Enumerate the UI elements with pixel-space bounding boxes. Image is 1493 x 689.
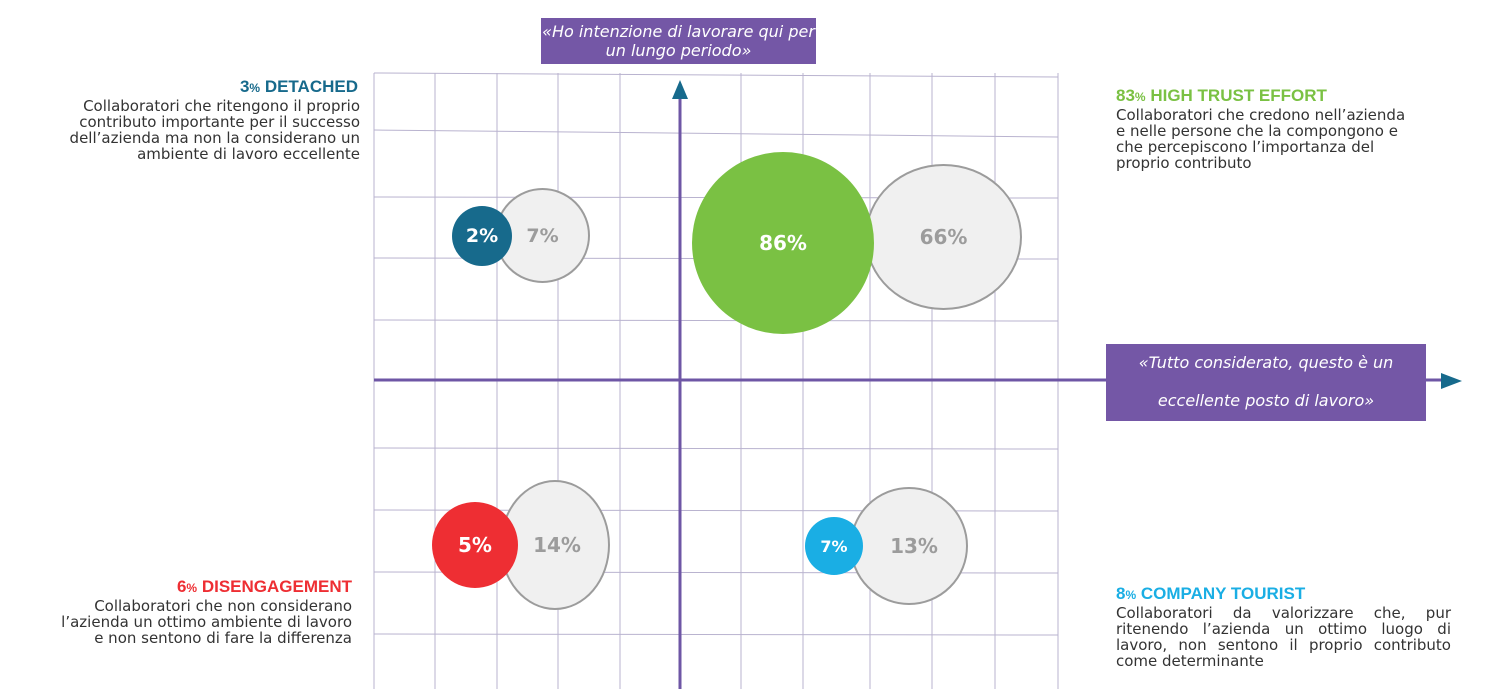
detached-title-text: DETACHED bbox=[264, 77, 358, 96]
disengagement-previous-value: 14% bbox=[533, 533, 581, 557]
grid-horizontal-line bbox=[373, 319, 1059, 322]
disengagement-description: Collaboratori che non considerano l’azie… bbox=[61, 597, 352, 647]
disengagement-title-text: DISENGAGEMENT bbox=[201, 577, 352, 596]
detached-current-value: 2% bbox=[465, 225, 499, 247]
high-trust-current-bubble: 86% bbox=[692, 152, 874, 334]
detached-description: Collaboratori che ritengono il proprio c… bbox=[69, 97, 360, 163]
grid-horizontal-line bbox=[373, 633, 1059, 636]
high-trust-previous-bubble: 66% bbox=[865, 164, 1022, 310]
disengagement-current-bubble: 5% bbox=[432, 502, 518, 588]
tourist-percent-sign: % bbox=[1125, 588, 1137, 602]
detached-current-bubble: 2% bbox=[452, 206, 512, 266]
grid-horizontal-line bbox=[373, 129, 1059, 138]
y-axis-arrowhead bbox=[672, 80, 688, 99]
detached-title: 3% DETACHED bbox=[90, 77, 358, 98]
x-axis-arrowhead bbox=[1441, 373, 1462, 389]
disengagement-title: 6% DISENGAGEMENT bbox=[90, 577, 352, 598]
detached-percent-sign: % bbox=[249, 81, 261, 95]
y-axis-label: «Ho intenzione di lavorare qui per un lu… bbox=[541, 18, 816, 64]
high-trust-title-text: HIGH TRUST EFFORT bbox=[1150, 86, 1327, 105]
high-trust-description: Collaboratori che credono nell’azienda e… bbox=[1116, 106, 1406, 172]
high-trust-percent-sign: % bbox=[1134, 90, 1146, 104]
disengagement-percent-sign: % bbox=[186, 581, 198, 595]
disengagement-previous-bubble: 14% bbox=[500, 480, 610, 610]
high-trust-previous-value: 66% bbox=[919, 225, 968, 249]
grid-horizontal-line bbox=[373, 72, 1059, 78]
tourist-current-value: 7% bbox=[820, 536, 848, 556]
high-trust-current-value: 86% bbox=[759, 231, 807, 255]
tourist-previous-bubble: 13% bbox=[850, 487, 968, 605]
tourist-previous-value: 13% bbox=[890, 534, 938, 558]
x-axis-label: «Tutto considerato, questo è un eccellen… bbox=[1106, 344, 1426, 421]
disengagement-current-value: 5% bbox=[458, 533, 492, 557]
tourist-title: 8% COMPANY TOURIST bbox=[1116, 584, 1476, 605]
tourist-description: Collaboratori da valorizzare che, pur ri… bbox=[1116, 604, 1451, 670]
grid-horizontal-line bbox=[373, 447, 1059, 450]
high-trust-title: 83% HIGH TRUST EFFORT bbox=[1116, 86, 1476, 107]
tourist-title-text: COMPANY TOURIST bbox=[1140, 584, 1306, 603]
disengagement-percent: 6 bbox=[176, 577, 187, 596]
detached-previous-value: 7% bbox=[526, 224, 559, 247]
high-trust-percent: 83 bbox=[1116, 86, 1135, 105]
detached-percent: 3 bbox=[239, 77, 250, 96]
tourist-current-bubble: 7% bbox=[805, 517, 863, 575]
tourist-percent: 8 bbox=[1116, 584, 1126, 603]
